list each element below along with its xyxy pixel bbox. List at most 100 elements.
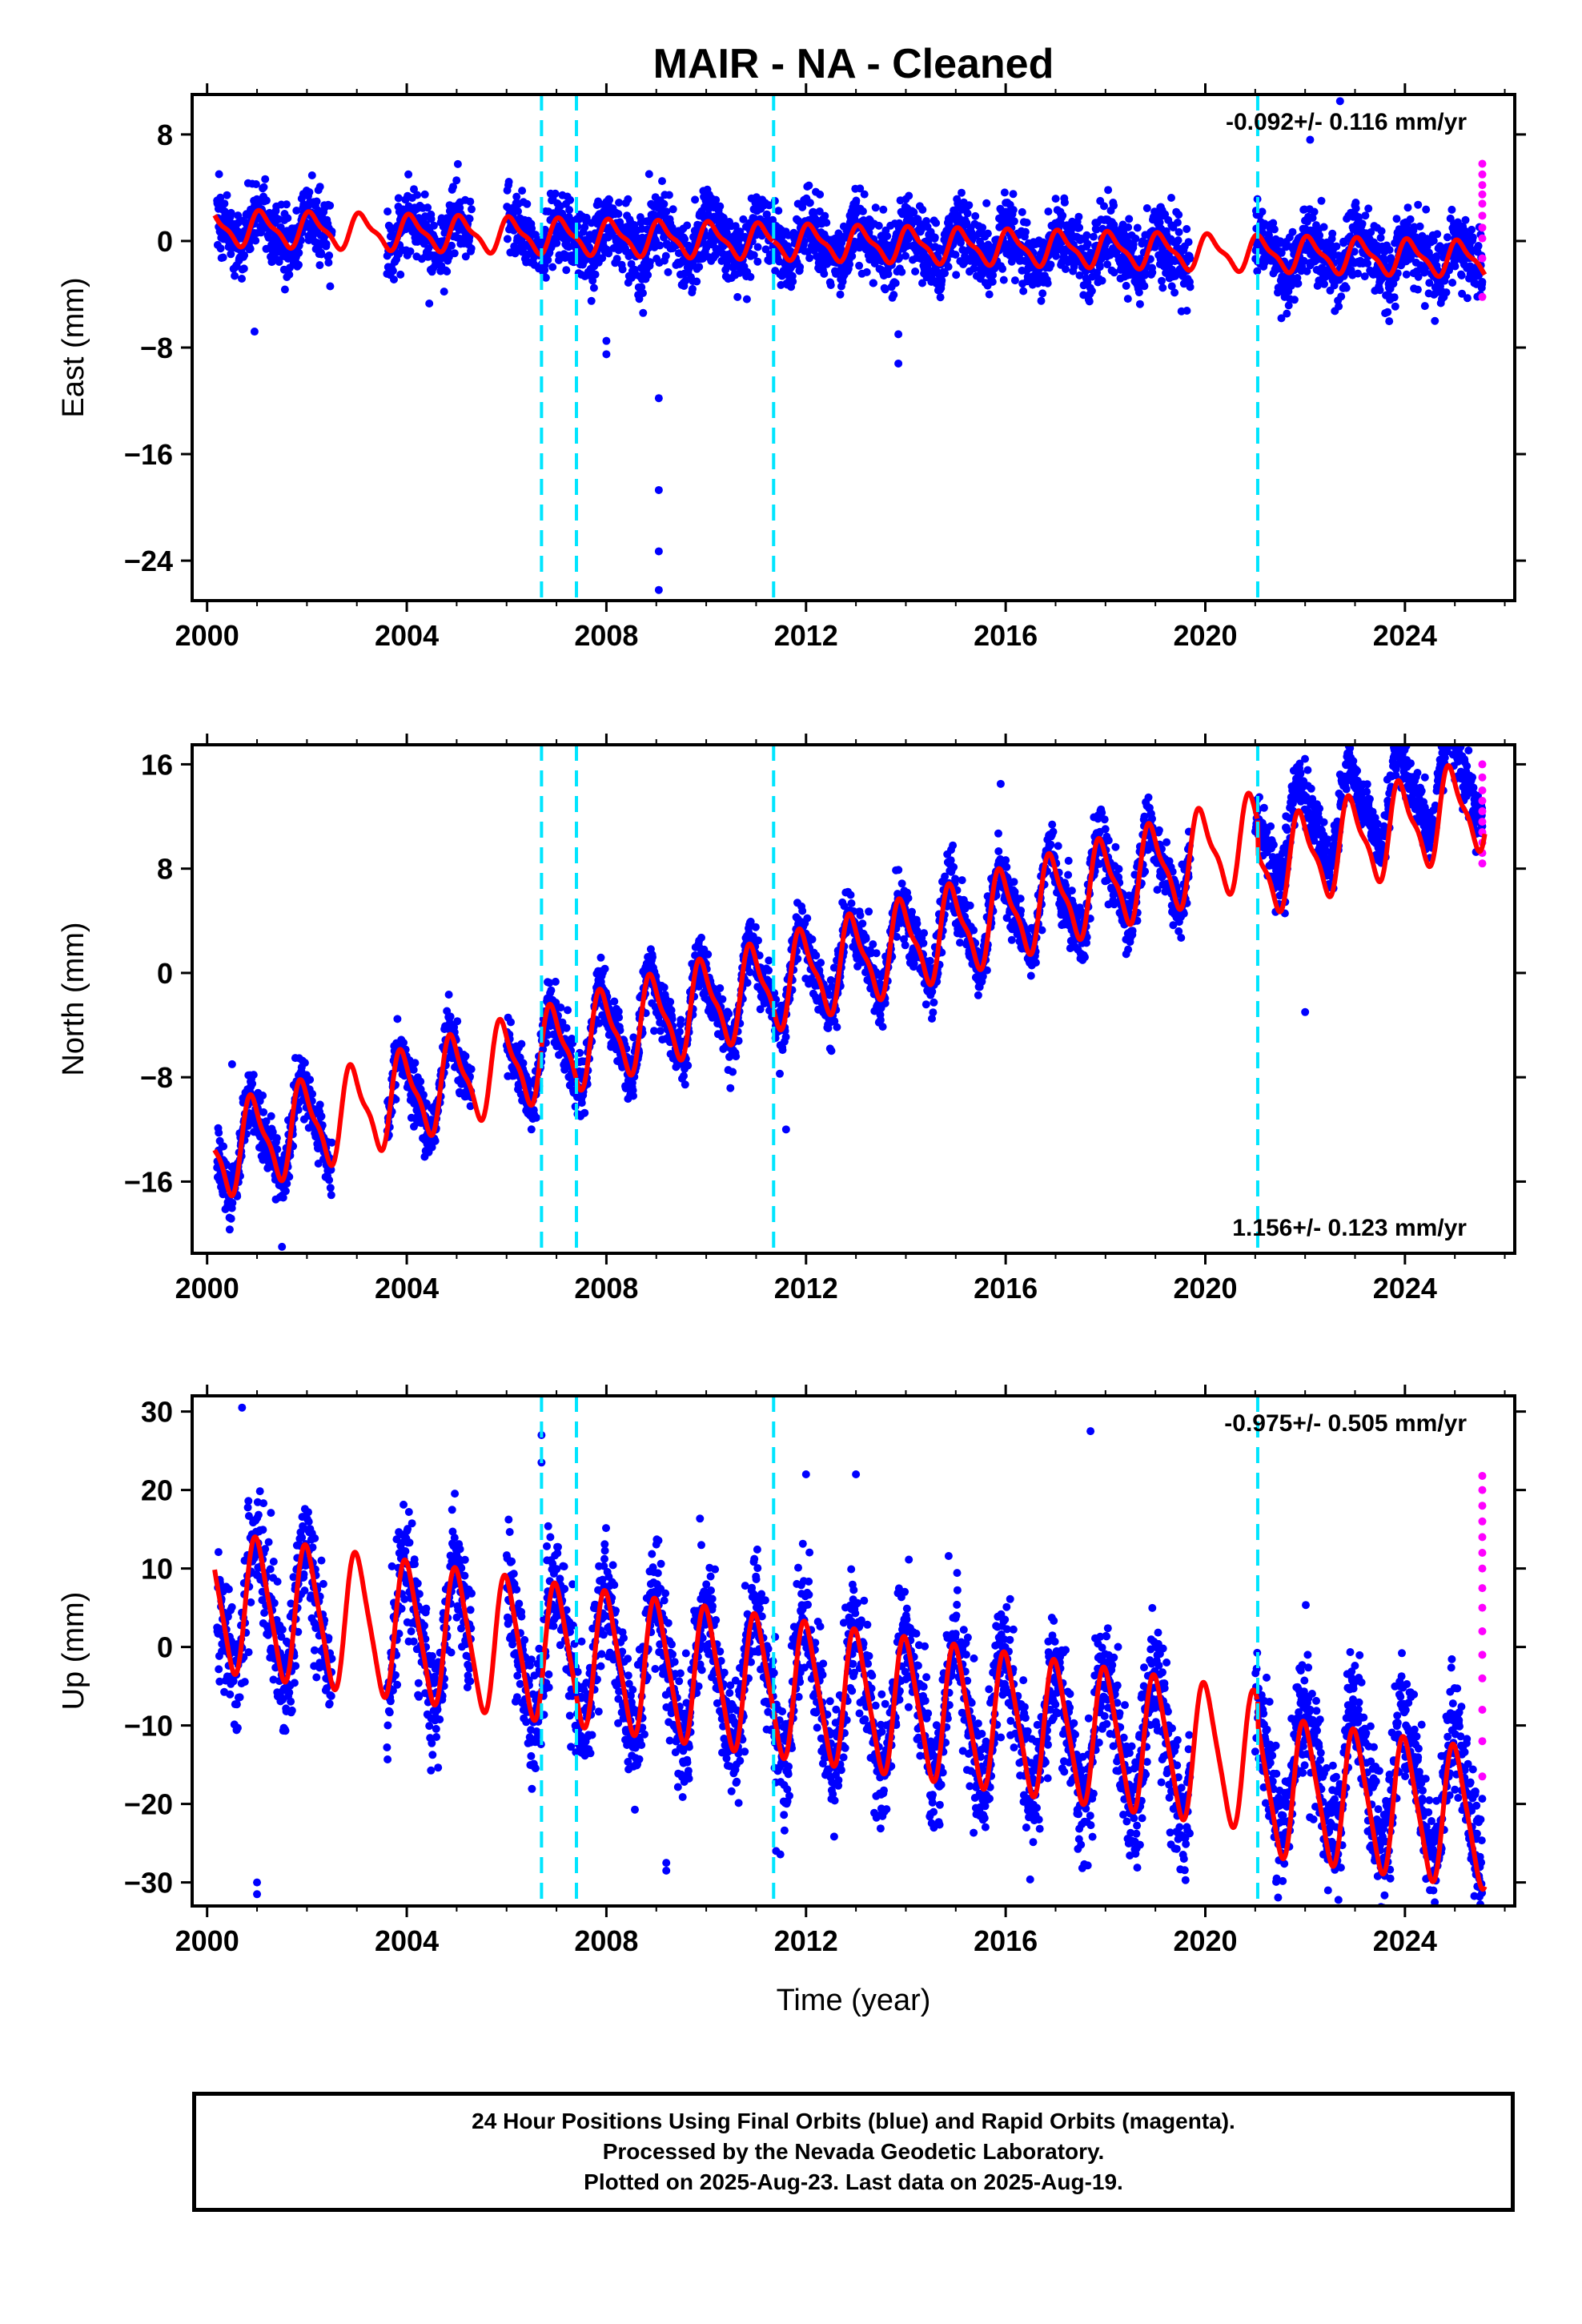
north-data-point: [308, 1090, 317, 1098]
east-data-point: [468, 205, 476, 214]
east-data-point: [689, 284, 697, 293]
east-data-point: [658, 177, 666, 186]
north-data-point: [416, 1077, 425, 1086]
figure-title: MAIR - NA - Cleaned: [653, 41, 1054, 87]
east-data-point: [1414, 200, 1423, 209]
east-data-point: [1082, 231, 1091, 239]
east-data-point: [1433, 230, 1442, 239]
east-data-point: [983, 229, 992, 238]
east-data-point: [1022, 219, 1031, 227]
east-data-point: [711, 251, 720, 259]
east-data-point: [1319, 223, 1328, 231]
east-data-point: [746, 272, 755, 281]
east-data-point: [305, 188, 314, 196]
east-x-tick-label: 2012: [774, 619, 838, 652]
north-data-point: [596, 953, 605, 962]
east-data-point: [891, 279, 900, 287]
east-data-point: [1124, 223, 1133, 231]
east-outlier-point: [1306, 135, 1315, 144]
east-data-point: [918, 205, 927, 214]
east-data-point: [644, 170, 653, 179]
east-data-point: [1083, 239, 1092, 248]
east-data-point: [466, 197, 475, 206]
east-data-point: [1335, 302, 1343, 311]
east-data-point: [884, 270, 893, 279]
east-rapid-point: [1478, 292, 1487, 301]
east-data-point: [605, 195, 614, 204]
east-data-point: [1448, 279, 1457, 287]
north-final-orbit-points: [213, 745, 1487, 1251]
north-data-point: [228, 1199, 237, 1207]
east-data-point: [944, 263, 953, 271]
east-data-point: [1288, 227, 1297, 236]
east-data-point: [1332, 242, 1341, 251]
east-data-point: [1104, 186, 1113, 195]
east-data-point: [1018, 207, 1026, 216]
east-data-point: [283, 214, 292, 223]
east-data-point: [1174, 211, 1183, 219]
east-outlier-point: [602, 350, 611, 359]
east-outlier-point: [654, 485, 663, 494]
east-data-point: [661, 251, 670, 260]
east-data-point: [295, 248, 303, 257]
east-data-point: [1478, 278, 1487, 286]
north-data-point: [300, 1059, 309, 1068]
east-data-point: [461, 252, 470, 261]
east-data-point: [816, 190, 825, 199]
east-data-point: [420, 190, 429, 199]
east-data-point: [660, 199, 669, 208]
east-data-point: [251, 236, 260, 245]
east-data-point: [239, 264, 248, 273]
east-data-point: [681, 235, 689, 243]
north-data-point: [409, 1065, 418, 1074]
east-data-point: [456, 203, 464, 212]
east-data-point: [1315, 231, 1324, 239]
east-data-point: [1021, 227, 1030, 236]
east-data-point: [425, 300, 434, 308]
east-data-point: [1046, 260, 1055, 269]
east-data-point: [604, 249, 613, 258]
east-data-point: [774, 207, 783, 215]
east-data-point: [465, 233, 474, 242]
north-data-point: [556, 1003, 565, 1012]
east-data-point: [261, 175, 270, 183]
east-y-tick-label: −24: [124, 545, 173, 577]
east-data-point: [1044, 207, 1053, 216]
east-data-point: [1317, 196, 1326, 205]
east-rapid-point: [1478, 211, 1487, 220]
east-data-point: [855, 261, 864, 270]
east-data-point: [897, 267, 906, 276]
east-data-point: [427, 215, 436, 223]
east-data-point: [753, 257, 762, 266]
east-data-point: [1060, 198, 1069, 207]
east-data-point: [1125, 215, 1134, 223]
east-data-point: [215, 170, 223, 179]
east-data-point: [821, 211, 829, 220]
east-outlier-point: [1431, 316, 1439, 325]
east-data-point: [796, 263, 805, 271]
east-data-point: [544, 255, 552, 264]
east-data-point: [548, 263, 557, 271]
east-data-point: [231, 271, 239, 280]
north-data-point: [446, 1012, 455, 1021]
east-x-tick-label: 2000: [175, 619, 239, 652]
east-data-point: [264, 233, 273, 242]
east-data-point: [1170, 288, 1179, 297]
east-data-point: [1051, 195, 1060, 203]
east-data-point: [693, 277, 701, 286]
east-data-point: [1422, 205, 1431, 214]
east-data-point: [282, 200, 291, 209]
east-data-point: [674, 249, 683, 258]
north-data-point: [227, 1214, 235, 1223]
east-outlier-point: [894, 359, 903, 368]
east-data-point: [952, 271, 961, 279]
east-data-point: [958, 188, 966, 197]
north-data-point: [704, 950, 713, 959]
east-data-point: [220, 199, 229, 208]
east-data-point: [644, 271, 652, 279]
east-data-layer: [212, 94, 1488, 601]
east-data-point: [1100, 202, 1108, 211]
east-data-point: [662, 207, 671, 216]
east-data-point: [582, 213, 591, 222]
